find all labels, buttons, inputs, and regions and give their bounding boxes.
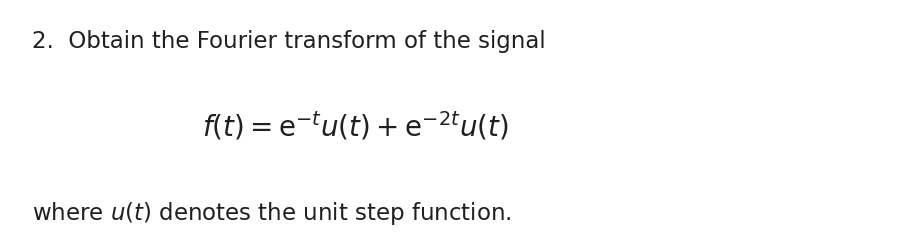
Text: 2.  Obtain the Fourier transform of the signal: 2. Obtain the Fourier transform of the s…: [32, 30, 545, 53]
Text: where $u(t)$ denotes the unit step function.: where $u(t)$ denotes the unit step funct…: [32, 200, 511, 227]
Text: $f(t) = \mathrm{e}^{-t}u(t) + \mathrm{e}^{-2t}u(t)$: $f(t) = \mathrm{e}^{-t}u(t) + \mathrm{e}…: [202, 110, 508, 142]
